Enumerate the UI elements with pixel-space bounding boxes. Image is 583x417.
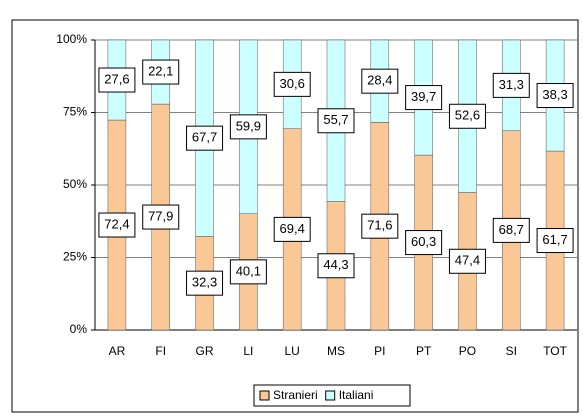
data-label: 71,6 — [361, 213, 399, 239]
legend: Stranieri Italiani — [253, 384, 411, 407]
data-label-box — [142, 59, 180, 85]
data-label-box — [536, 83, 574, 109]
data-label-box — [405, 230, 443, 256]
data-label: 40,1 — [229, 259, 267, 285]
data-label-text: 28,4 — [367, 73, 392, 88]
data-label-text: 59,9 — [236, 118, 261, 133]
data-label-text: 39,7 — [411, 89, 436, 104]
y-tick-label: 100% — [56, 32, 87, 46]
data-label-text: 30,6 — [280, 76, 305, 91]
x-tick-label: TOT — [543, 344, 567, 358]
data-label-text: 67,7 — [192, 130, 217, 145]
x-tick-label: LI — [243, 344, 253, 358]
y-tick-label: 25% — [63, 250, 87, 264]
data-label-text: 32,3 — [192, 275, 217, 290]
data-label-box — [448, 103, 486, 129]
data-label: 44,3 — [317, 253, 355, 279]
data-label-box — [229, 114, 267, 140]
data-label: 60,3 — [405, 230, 443, 256]
data-label: 59,9 — [229, 114, 267, 140]
data-label-text: 40,1 — [236, 263, 261, 278]
data-label-text: 47,4 — [455, 253, 480, 268]
data-label: 67,7 — [186, 125, 224, 151]
data-label-box — [361, 213, 399, 239]
legend-label: Stranieri — [273, 388, 318, 402]
data-label-text: 38,3 — [542, 87, 567, 102]
data-label-text: 52,6 — [455, 108, 480, 123]
data-label: 32,3 — [186, 270, 224, 296]
data-label-box — [98, 67, 136, 93]
y-tick-label: 0% — [70, 322, 88, 336]
data-label-box — [273, 71, 311, 97]
data-label-text: 44,3 — [323, 257, 348, 272]
data-label-text: 22,1 — [148, 63, 173, 78]
data-label-text: 31,3 — [499, 77, 524, 92]
data-label-text: 55,7 — [323, 112, 348, 127]
y-tick-label: 75% — [63, 105, 87, 119]
x-tick-label: PO — [459, 344, 476, 358]
data-label: 77,9 — [142, 204, 180, 230]
data-label-box — [229, 259, 267, 285]
data-label: 68,7 — [492, 217, 530, 243]
y-tick-label: 50% — [63, 177, 87, 191]
data-label-box — [317, 253, 355, 279]
data-label-box — [186, 270, 224, 296]
data-label: 28,4 — [361, 68, 399, 94]
x-tick-label: AR — [109, 344, 126, 358]
data-label: 31,3 — [492, 72, 530, 98]
data-label-box — [536, 228, 574, 254]
data-label: 55,7 — [317, 108, 355, 134]
data-label-box — [448, 248, 486, 274]
data-label-box — [273, 216, 311, 242]
data-label: 47,4 — [448, 248, 486, 274]
x-tick-label: PT — [416, 344, 432, 358]
x-tick-label: SI — [506, 344, 517, 358]
data-label-text: 61,7 — [542, 232, 567, 247]
data-label: 22,1 — [142, 59, 180, 85]
x-tick-label: FI — [155, 344, 166, 358]
data-label-box — [361, 68, 399, 94]
legend-swatch — [325, 390, 336, 401]
data-label: 30,6 — [273, 71, 311, 97]
legend-swatch — [259, 390, 270, 401]
x-tick-label: MS — [327, 344, 345, 358]
data-label-box — [492, 217, 530, 243]
data-label: 38,3 — [536, 83, 574, 109]
data-label-text: 72,4 — [104, 216, 129, 231]
x-tick-label: PI — [374, 344, 385, 358]
data-label-box — [142, 204, 180, 230]
data-label-text: 77,9 — [148, 208, 173, 223]
x-tick-label: LU — [285, 344, 300, 358]
data-label: 39,7 — [405, 85, 443, 111]
data-label-text: 68,7 — [499, 222, 524, 237]
data-label-box — [405, 85, 443, 111]
data-label: 72,4 — [98, 212, 136, 238]
legend-label: Italiani — [339, 388, 374, 402]
data-label: 69,4 — [273, 216, 311, 242]
data-label-text: 27,6 — [104, 71, 129, 86]
data-label: 61,7 — [536, 228, 574, 254]
data-label: 27,6 — [98, 67, 136, 93]
data-label-box — [186, 125, 224, 151]
data-label-text: 71,6 — [367, 218, 392, 233]
data-label-box — [317, 108, 355, 134]
data-label-box — [492, 72, 530, 98]
data-label-text: 69,4 — [280, 221, 305, 236]
data-label-box — [98, 212, 136, 238]
data-label: 52,6 — [448, 103, 486, 129]
x-tick-label: GR — [196, 344, 214, 358]
data-label-text: 60,3 — [411, 234, 436, 249]
